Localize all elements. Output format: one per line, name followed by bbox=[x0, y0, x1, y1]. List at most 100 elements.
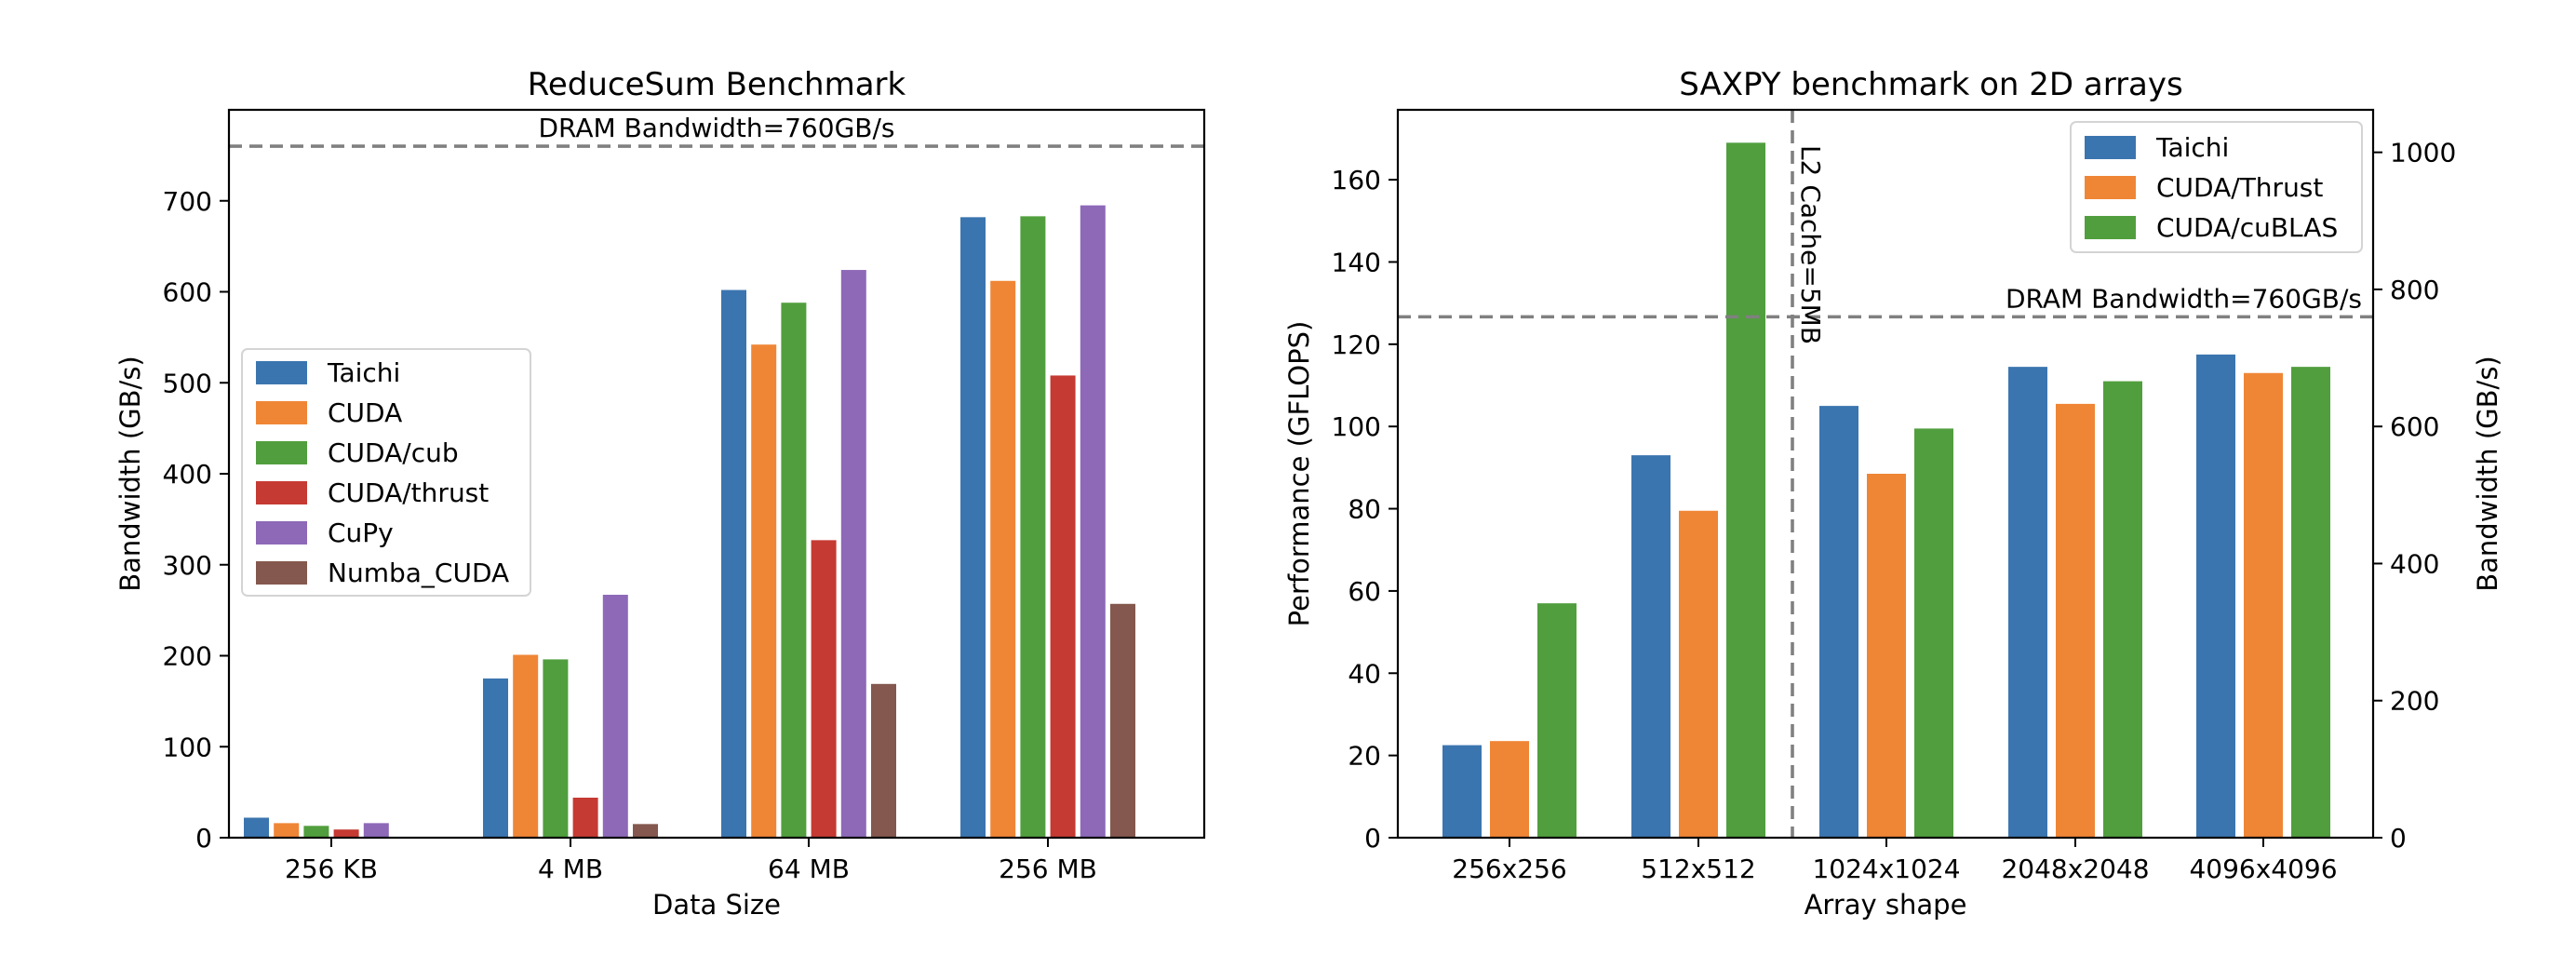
bar-taichi-2048x2048 bbox=[2008, 367, 2047, 838]
reducesum-bars bbox=[244, 205, 1135, 839]
y2-tick-label: 600 bbox=[2390, 411, 2439, 442]
saxpy-y-axis-left: 0 20 40 60 80 100 120 140 160 bbox=[1332, 165, 1398, 854]
y-tick-label: 40 bbox=[1348, 658, 1381, 689]
saxpy-x-axis-label: Array shape bbox=[1805, 889, 1967, 921]
bar-cuda-thrust-256-kb bbox=[333, 829, 359, 838]
x-tick-label: 256x256 bbox=[1452, 854, 1566, 884]
bar-cupy-64-mb bbox=[840, 270, 866, 838]
legend-swatch-cuda-cub bbox=[256, 441, 307, 464]
dram-bandwidth-label: DRAM Bandwidth=760GB/s bbox=[539, 113, 895, 143]
legend-swatch-cuda-thrust bbox=[2085, 176, 2136, 199]
legend-label-taichi: Taichi bbox=[2155, 132, 2229, 163]
reducesum-y-axis: 0 100 200 300 400 500 600 700 bbox=[163, 186, 229, 854]
y-tick-label: 0 bbox=[195, 823, 212, 854]
y2-tick-label: 400 bbox=[2390, 548, 2439, 579]
y-tick-label: 100 bbox=[163, 732, 212, 762]
bar-cuda-thrust-1024x1024 bbox=[1867, 474, 1906, 838]
bar-taichi-4096x4096 bbox=[2196, 354, 2235, 838]
bar-cuda-256-kb bbox=[274, 823, 300, 838]
saxpy-legend-box bbox=[2070, 121, 2363, 253]
bar-cuda-cublas-256x256 bbox=[1537, 603, 1576, 838]
bar-cuda-4-mb bbox=[513, 654, 539, 838]
y2-tick-label: 0 bbox=[2390, 823, 2407, 854]
reducesum-legend: Taichi CUDA CUDA/cub CUDA/thrust CuPy Numba_C… bbox=[241, 348, 531, 597]
y-tick-label: 200 bbox=[163, 641, 212, 672]
legend-label-cuda: CUDA bbox=[328, 397, 402, 428]
legend-label-cupy: CuPy bbox=[328, 518, 394, 548]
legend-swatch-numba-cuda bbox=[256, 561, 307, 585]
y-tick-label: 140 bbox=[1332, 247, 1381, 277]
bar-taichi-256-mb bbox=[960, 217, 986, 839]
bar-cuda-thrust-4-mb bbox=[572, 797, 598, 838]
y-tick-label: 700 bbox=[163, 186, 212, 217]
legend-label-cuda-cublas: CUDA/cuBLAS bbox=[2156, 212, 2338, 243]
bar-taichi-256-kb bbox=[244, 817, 269, 838]
bar-cuda-thrust-256-mb bbox=[1050, 375, 1076, 838]
y-tick-label: 80 bbox=[1348, 494, 1381, 525]
reducesum-y-axis-label: Bandwidth (GB/s) bbox=[114, 356, 146, 591]
legend-swatch-cuda-cublas bbox=[2085, 216, 2136, 239]
y-tick-label: 600 bbox=[163, 277, 212, 308]
y-tick-label: 60 bbox=[1348, 576, 1381, 607]
x-tick-label: 4 MB bbox=[538, 854, 603, 884]
bar-cupy-4-mb bbox=[602, 595, 628, 838]
x-tick-label: 64 MB bbox=[768, 854, 850, 884]
legend-label-taichi: Taichi bbox=[327, 357, 400, 388]
bar-cuda-cublas-4096x4096 bbox=[2291, 367, 2330, 838]
bar-cuda-thrust-2048x2048 bbox=[2056, 403, 2095, 838]
y-tick-label: 500 bbox=[163, 368, 212, 398]
y-tick-label: 300 bbox=[163, 550, 212, 581]
legend-label-cuda-cub: CUDA/cub bbox=[328, 437, 459, 468]
bar-cuda-cublas-1024x1024 bbox=[1914, 428, 1953, 838]
x-tick-label: 512x512 bbox=[1641, 854, 1755, 884]
y-tick-label: 0 bbox=[1364, 823, 1381, 854]
saxpy-y-axis-label: Performance (GFLOPS) bbox=[1283, 321, 1315, 627]
bar-cuda-cub-64-mb bbox=[781, 302, 807, 839]
reducesum-x-axis: 256 KB 4 MB 64 MB 256 MB bbox=[285, 838, 1097, 884]
x-tick-label: 256 KB bbox=[285, 854, 378, 884]
saxpy-legend: Taichi CUDA/Thrust CUDA/cuBLAS bbox=[2070, 121, 2363, 253]
y-tick-label: 160 bbox=[1332, 165, 1381, 195]
legend-swatch-taichi bbox=[2085, 136, 2136, 159]
bar-taichi-4-mb bbox=[483, 678, 508, 838]
bar-cuda-thrust-512x512 bbox=[1679, 510, 1718, 838]
bar-taichi-64-mb bbox=[721, 289, 746, 838]
legend-swatch-cuda-thrust bbox=[256, 481, 307, 504]
bar-cuda-64-mb bbox=[751, 344, 777, 838]
bar-cupy-256-kb bbox=[363, 823, 389, 838]
bar-cupy-256-mb bbox=[1080, 205, 1106, 838]
y2-tick-label: 1000 bbox=[2390, 138, 2456, 168]
dram-bandwidth-label: DRAM Bandwidth=760GB/s bbox=[2006, 283, 2362, 314]
x-tick-label: 1024x1024 bbox=[1812, 854, 1960, 884]
bar-cuda-cub-256-kb bbox=[303, 826, 329, 838]
bar-cuda-cublas-2048x2048 bbox=[2103, 381, 2142, 838]
bar-taichi-1024x1024 bbox=[1819, 406, 1858, 838]
y2-tick-label: 800 bbox=[2390, 275, 2439, 305]
reducesum-legend-box bbox=[241, 348, 531, 597]
saxpy-chart: SAXPY benchmark on 2D arrays DRAM Bandwi… bbox=[1283, 66, 2503, 921]
legend-label-cuda-thrust: CUDA/thrust bbox=[328, 477, 489, 508]
bar-numba-cuda-64-mb bbox=[871, 683, 896, 838]
bar-cuda-thrust-256x256 bbox=[1490, 741, 1529, 838]
bar-taichi-512x512 bbox=[1631, 455, 1670, 838]
y-tick-label: 100 bbox=[1332, 411, 1381, 442]
saxpy-y-axis-right: 0 200 400 600 800 1000 bbox=[2373, 138, 2456, 854]
reducesum-title: ReduceSum Benchmark bbox=[528, 66, 906, 103]
legend-label-numba-cuda: Numba_CUDA bbox=[328, 558, 509, 588]
bar-cuda-cublas-512x512 bbox=[1726, 142, 1765, 839]
bar-taichi-256x256 bbox=[1442, 745, 1482, 838]
bar-cuda-cub-256-mb bbox=[1020, 216, 1046, 838]
x-tick-label: 4096x4096 bbox=[2189, 854, 2337, 884]
legend-swatch-cuda bbox=[256, 401, 307, 424]
bar-numba-cuda-256-mb bbox=[1110, 603, 1135, 838]
bar-cuda-thrust-4096x4096 bbox=[2244, 372, 2283, 838]
saxpy-y2-axis-label: Bandwidth (GB/s) bbox=[2472, 356, 2503, 591]
bar-cuda-cub-4-mb bbox=[543, 659, 569, 838]
reducesum-dram-line: DRAM Bandwidth=760GB/s bbox=[229, 113, 1204, 148]
bar-cuda-256-mb bbox=[990, 280, 1016, 838]
x-tick-label: 256 MB bbox=[999, 854, 1097, 884]
reducesum-chart: ReduceSum Benchmark DRAM Bandwidth=760GB… bbox=[114, 66, 1206, 921]
saxpy-title: SAXPY benchmark on 2D arrays bbox=[1679, 66, 2182, 103]
y-tick-label: 400 bbox=[163, 459, 212, 490]
